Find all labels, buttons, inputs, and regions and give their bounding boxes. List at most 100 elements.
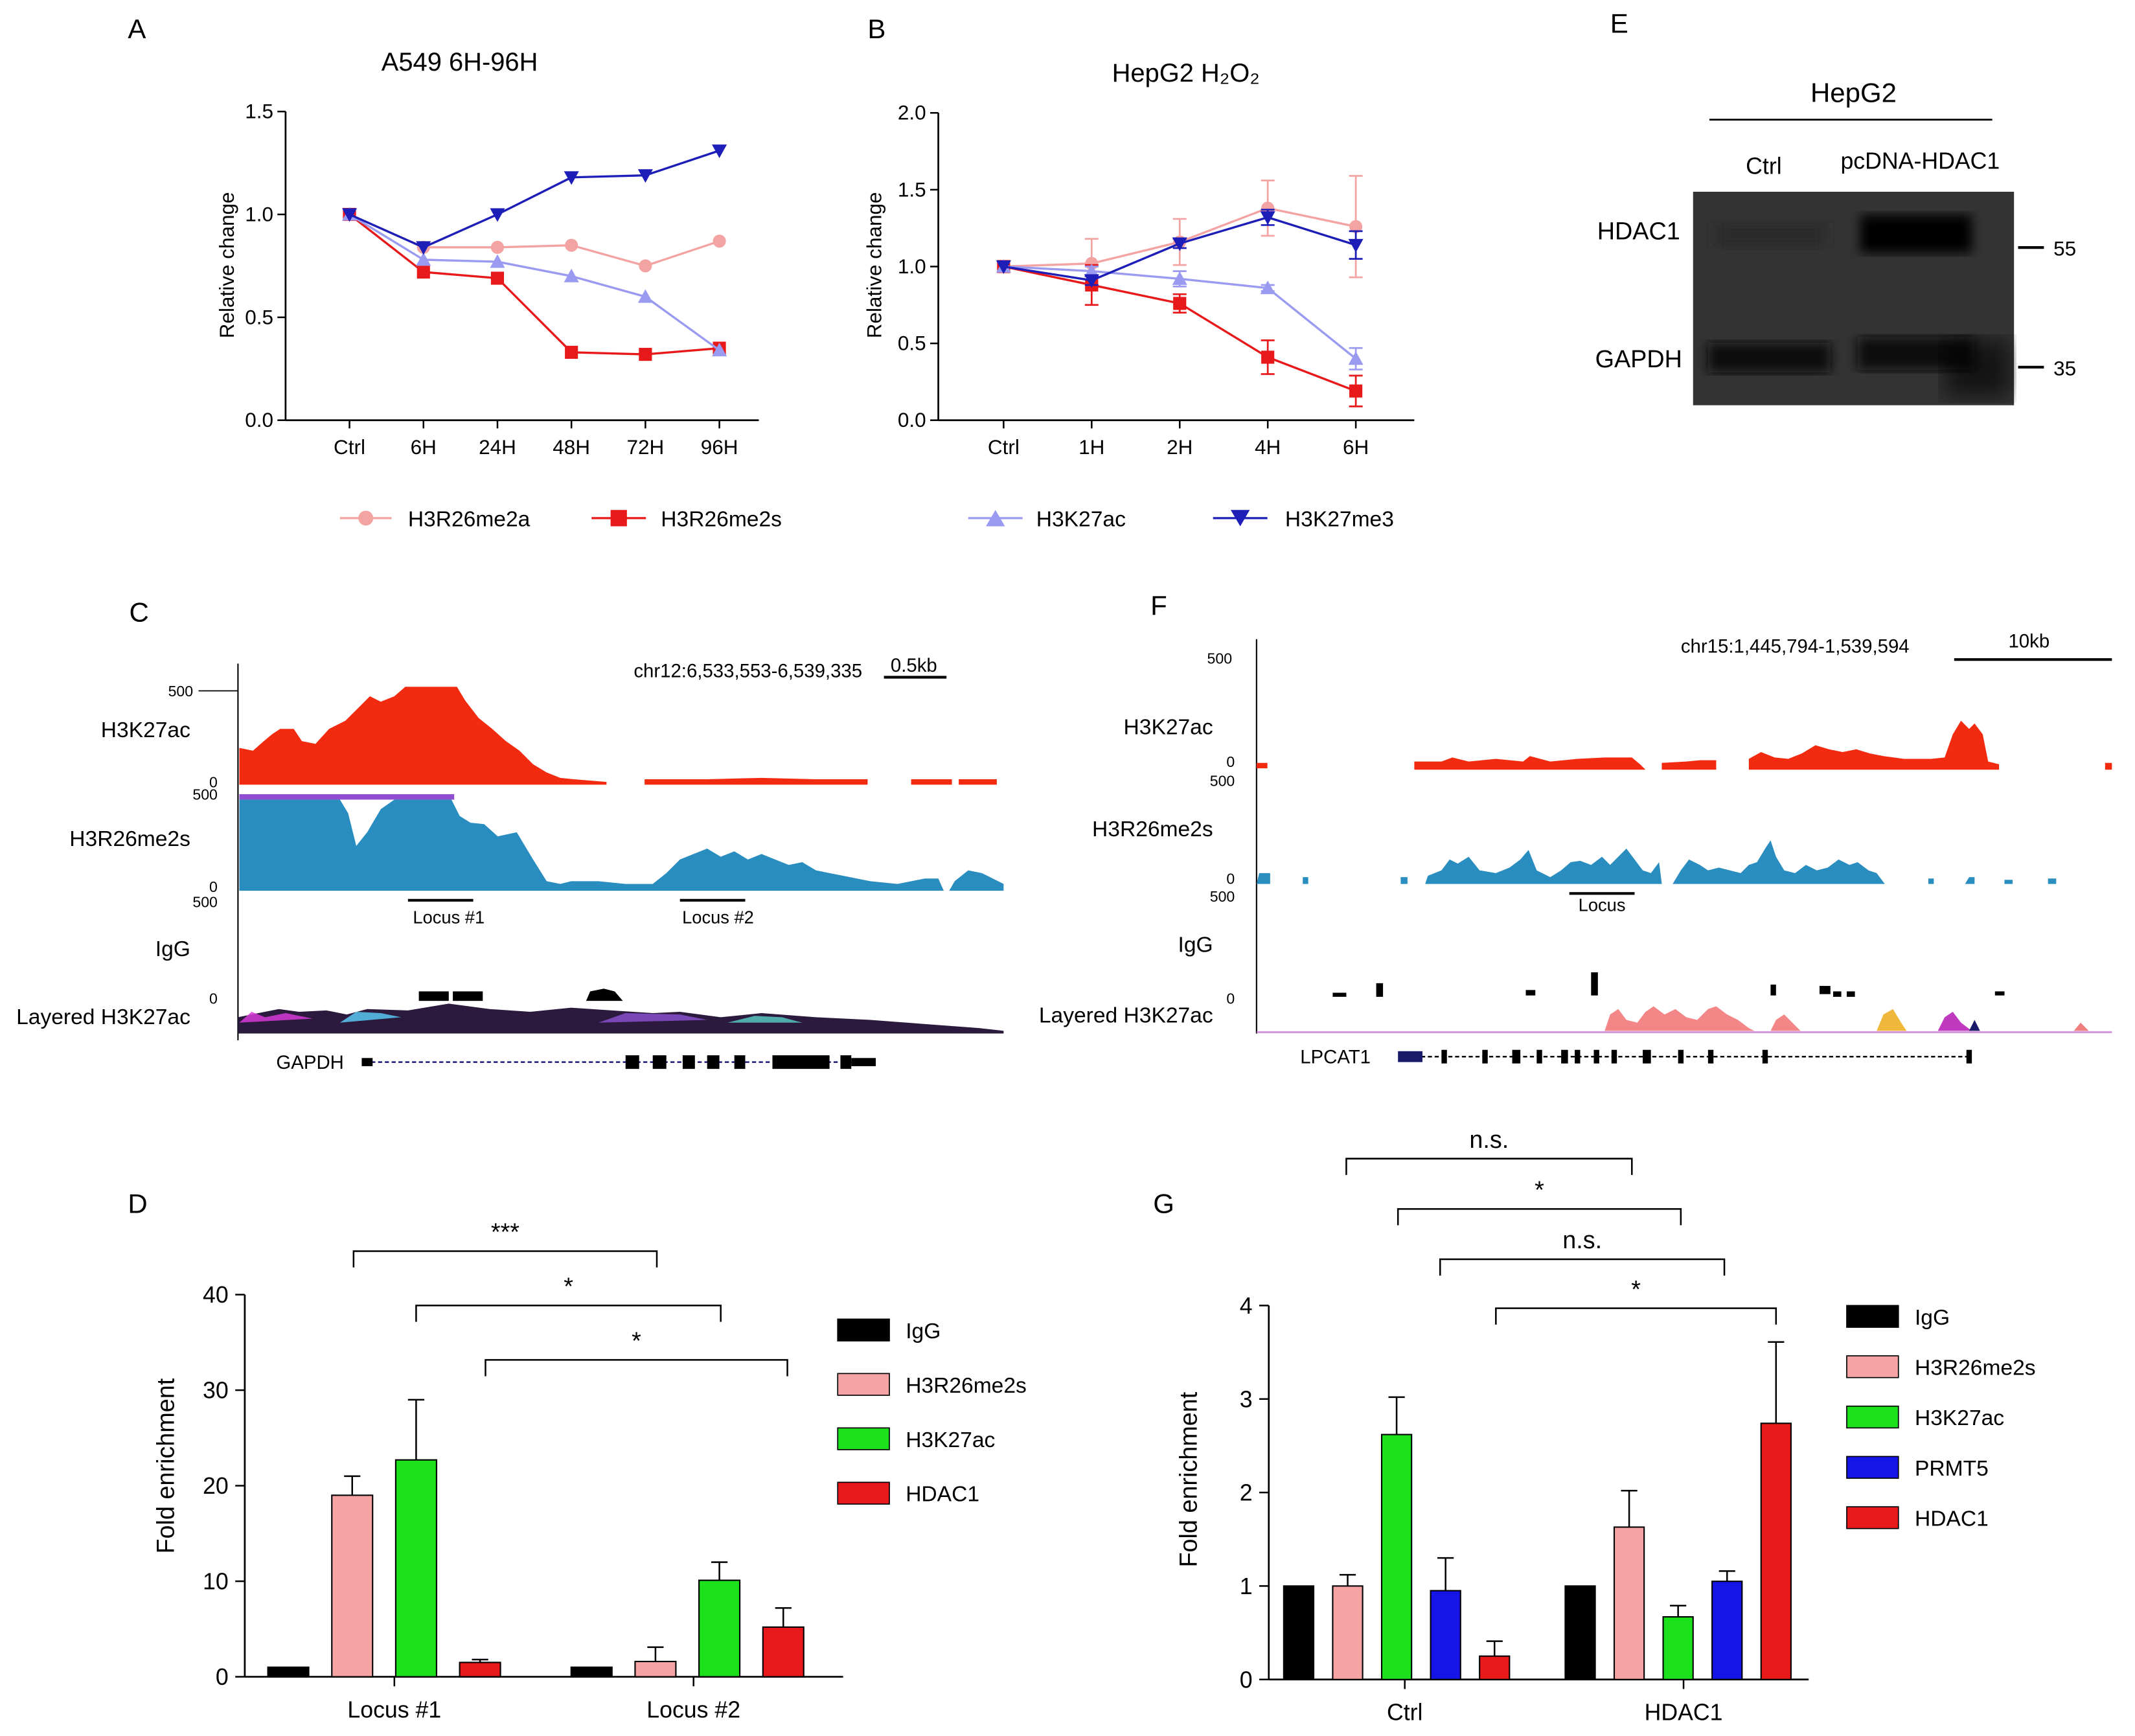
- blot-band-hdac1-ctrl: [1716, 223, 1825, 248]
- y-tick-label: 0.0: [245, 408, 273, 431]
- track-f-tick-0: 0: [1226, 990, 1235, 1007]
- blot-marker-35: 35: [2053, 356, 2076, 380]
- chart-g-yticks: 0 1 2 3 4: [1240, 1293, 1253, 1693]
- bar-igg: [570, 1666, 613, 1678]
- x-tick-label: Ctrl: [334, 435, 365, 459]
- gene-gapdh-utr: [851, 1058, 876, 1066]
- data-point-h3r26me2s: [1349, 384, 1363, 398]
- legend-label: H3K27ac: [1915, 1406, 2004, 1430]
- track-c-igg-block: [418, 991, 449, 1001]
- blot-cell-line: HepG2: [1810, 77, 1897, 108]
- bar-h3r26me2s: [1332, 1585, 1364, 1680]
- track-c-layered-magenta: [239, 1011, 313, 1023]
- blot-band-hdac1-hdac1: [1860, 214, 1972, 253]
- track-c-label-h3r26me2s: H3R26me2s: [69, 827, 190, 851]
- locus-f-label: Locus: [1579, 895, 1626, 915]
- gene-gapdh-exon: [652, 1055, 667, 1069]
- track-c-tick-0: 0: [209, 774, 218, 791]
- data-point-h3r26me2a: [639, 259, 652, 273]
- track-c-tick-0: 0: [209, 878, 218, 895]
- chart-a-title: A549 6H-96H: [382, 48, 538, 76]
- bar-h3r26me2s: [331, 1494, 374, 1678]
- bar-h3r26me2s: [634, 1660, 677, 1678]
- track-c-tick-500: 500: [192, 786, 218, 803]
- y-tick-label: 1.5: [898, 177, 926, 201]
- legend-swatch-prmt5: [1846, 1456, 1899, 1479]
- chart-b-title: HepG2 H₂O₂: [1112, 59, 1260, 87]
- significance-bracket: [485, 1359, 788, 1376]
- track-f-layered-magenta: [1937, 1011, 1972, 1031]
- track-f-h3k27ac-signal: [1256, 720, 2112, 770]
- legend-label-me2s: H3R26me2s: [661, 507, 782, 531]
- bar-h3k27ac: [1380, 1433, 1413, 1680]
- legend-label: HDAC1: [1915, 1507, 1989, 1531]
- bar-hdac1: [459, 1662, 501, 1678]
- bar-h3k27ac: [698, 1579, 741, 1678]
- data-point-h3r26me2s: [1261, 350, 1275, 364]
- significance-label: *: [1535, 1177, 1544, 1204]
- legend-label-k27ac: H3K27ac: [1036, 507, 1126, 531]
- legend-label: H3R26me2s: [1915, 1356, 2036, 1380]
- data-point-h3k27me3: [564, 171, 579, 185]
- y-tick-label: 3: [1240, 1386, 1253, 1412]
- legend-marker-k27me3: [1230, 510, 1250, 527]
- track-f-tick-0: 0: [1226, 753, 1235, 770]
- y-tick-label: 2.0: [898, 101, 926, 124]
- significance-label: *: [564, 1273, 573, 1301]
- blot-band-gapdh-ctrl: [1707, 343, 1831, 373]
- gene-gapdh-exon: [840, 1055, 852, 1069]
- bar-h3k27ac: [1662, 1616, 1694, 1680]
- x-tick-label: Ctrl: [988, 435, 1020, 459]
- chart-d-xticks: Locus #1 Locus #2: [347, 1697, 740, 1723]
- x-tick-label: 1H: [1079, 435, 1104, 459]
- track-c-label-igg: IgG: [155, 937, 190, 961]
- y-tick-label: 0: [1240, 1667, 1253, 1693]
- data-point-h3k27me3: [490, 208, 505, 222]
- data-point-h3k27me3: [341, 208, 358, 222]
- track-c-cap: [239, 794, 455, 800]
- panel-label-f: F: [1150, 590, 1167, 621]
- legend-swatch-h3k27ac: [1846, 1405, 1899, 1429]
- y-tick-label: 40: [203, 1282, 229, 1308]
- bar-hdac1: [1760, 1422, 1792, 1680]
- track-c-h3k27ac-signal: [239, 687, 997, 785]
- track-f-label-h3k27ac: H3K27ac: [1124, 716, 1213, 740]
- x-tick-label: Ctrl: [1387, 1700, 1422, 1726]
- data-point-h3r26me2a: [490, 240, 505, 254]
- legend-swatch-igg: [837, 1318, 890, 1342]
- blot-band-label-hdac1: HDAC1: [1597, 218, 1680, 245]
- track-f-label-layered: Layered H3K27ac: [1039, 1004, 1213, 1028]
- legend-marker-me2a: [358, 510, 374, 526]
- data-point-h3r26me2s: [417, 265, 430, 279]
- data-point-h3k27ac: [490, 254, 505, 268]
- panel-label-d: D: [128, 1189, 147, 1219]
- track-f-tick-500: 500: [1210, 772, 1235, 789]
- chart-d-legend: IgG H3R26me2s H3K27ac HDAC1: [906, 1319, 1027, 1507]
- data-point-h3k27me3: [637, 169, 653, 183]
- gene-gapdh-exon: [682, 1055, 695, 1069]
- x-tick-label: 2H: [1167, 435, 1193, 459]
- legend-swatch-h3r26me2s: [837, 1373, 890, 1396]
- track-c-tick-0: 0: [209, 990, 218, 1007]
- panel-label-a: A: [128, 14, 146, 44]
- y-tick-label: 0.0: [898, 408, 926, 431]
- significance-label: n.s.: [1469, 1126, 1509, 1154]
- blot-lane-hdac1: pcDNA-HDAC1: [1840, 148, 2000, 174]
- data-point-h3k27me3: [1348, 238, 1364, 253]
- track-c-layered-teal: [727, 1016, 803, 1023]
- panel-label-e: E: [1610, 8, 1628, 38]
- legend-label: IgG: [906, 1319, 941, 1343]
- bar-hdac1: [1479, 1655, 1511, 1680]
- panel-label-b: B: [867, 14, 885, 44]
- bar-igg: [1283, 1585, 1315, 1680]
- gene-lpcat1-exons: [1441, 1049, 1972, 1064]
- legend-swatch-igg: [1846, 1305, 1899, 1328]
- track-f-layered-signal: [1604, 1006, 1801, 1031]
- data-point-h3r26me2s: [1173, 297, 1187, 310]
- y-tick-label: 1: [1240, 1573, 1253, 1599]
- track-f-layered-pink: [2073, 1022, 2089, 1031]
- bar-h3k27ac: [394, 1459, 437, 1678]
- chart-d-yticks: 0 10 20 30 40: [203, 1282, 229, 1690]
- gene-gapdh-exon: [625, 1055, 639, 1069]
- legend-swatch-h3k27ac: [837, 1427, 890, 1450]
